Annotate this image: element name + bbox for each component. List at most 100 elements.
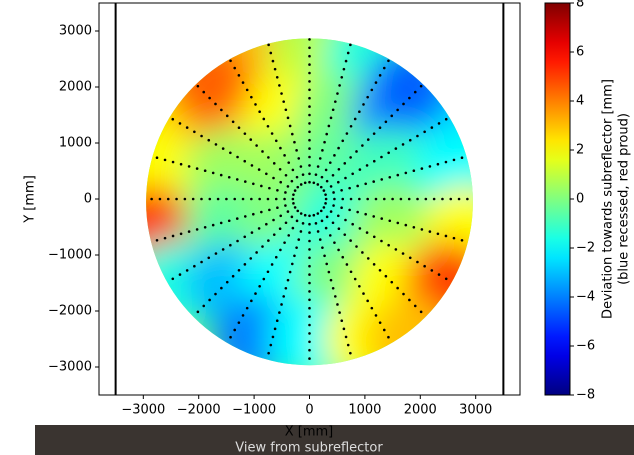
measurement-point xyxy=(365,164,369,167)
measurement-point xyxy=(254,103,257,106)
measurement-point xyxy=(322,189,326,192)
measurement-point xyxy=(316,165,320,168)
measurement-point xyxy=(231,120,235,124)
measurement-point xyxy=(308,113,311,117)
measurement-point xyxy=(324,197,328,201)
measurement-point xyxy=(372,215,376,218)
measurement-point xyxy=(171,117,175,121)
measurement-point xyxy=(286,185,290,188)
measurement-point xyxy=(255,144,258,147)
measurement-point xyxy=(241,197,245,201)
measurement-point xyxy=(282,295,285,298)
measurement-point xyxy=(452,236,456,240)
measurement-point xyxy=(292,202,295,205)
measurement-point xyxy=(372,263,376,266)
measurement-point xyxy=(299,165,303,168)
measurement-point xyxy=(308,264,311,268)
measurement-point xyxy=(323,140,326,144)
measurement-point xyxy=(200,260,203,264)
measurement-point xyxy=(295,246,298,249)
measurement-point xyxy=(378,74,382,77)
colorbar-tick-label: −6 xyxy=(576,339,595,354)
measurement-point xyxy=(308,315,311,318)
measurement-point xyxy=(293,140,296,144)
measurement-point xyxy=(252,182,255,186)
measurement-point xyxy=(401,252,405,255)
measurement-point xyxy=(444,160,448,164)
measurement-point xyxy=(308,96,311,100)
measurement-point xyxy=(308,54,311,58)
measurement-point xyxy=(233,328,237,332)
measurement-point xyxy=(314,173,318,176)
measurement-point xyxy=(334,295,337,298)
measurement-point xyxy=(344,176,347,180)
measurement-point xyxy=(171,277,175,281)
measurement-point xyxy=(293,254,296,258)
measurement-point xyxy=(250,299,253,303)
measurement-point xyxy=(233,197,237,201)
measurement-point xyxy=(179,232,183,236)
measurement-point xyxy=(402,102,405,106)
measurement-point xyxy=(324,226,328,230)
measurement-point xyxy=(391,197,394,201)
x-axis-label: X [mm] xyxy=(285,425,334,440)
measurement-point xyxy=(227,175,231,179)
surface-sample xyxy=(146,129,197,213)
measurement-point xyxy=(340,75,344,79)
measurement-point xyxy=(271,335,275,339)
measurement-point xyxy=(364,182,367,186)
measurement-point xyxy=(351,172,354,176)
colorbar-tick-label: 0 xyxy=(576,192,584,207)
measurement-point xyxy=(155,156,159,159)
measurement-point xyxy=(266,124,270,128)
measurement-point xyxy=(308,231,311,234)
measurement-point xyxy=(308,298,311,302)
measurement-point xyxy=(250,164,254,167)
measurement-point xyxy=(308,138,311,142)
measurement-point xyxy=(349,239,352,242)
measurement-point xyxy=(416,260,419,264)
measurement-point xyxy=(178,122,182,125)
measurement-point xyxy=(183,197,187,201)
measurement-point xyxy=(280,303,283,306)
surface-sample xyxy=(367,45,452,129)
measurement-point xyxy=(236,155,239,159)
measurement-point xyxy=(308,122,311,125)
measurement-point xyxy=(301,173,305,176)
measurement-point xyxy=(402,292,405,296)
measurement-point xyxy=(328,161,332,164)
measurement-point xyxy=(284,286,288,290)
measurement-point xyxy=(366,197,369,201)
measurement-point xyxy=(236,239,239,243)
measurement-point xyxy=(308,332,311,335)
measurement-point xyxy=(275,319,279,323)
measurement-point xyxy=(257,227,261,230)
measurement-point xyxy=(166,197,170,201)
measurement-point xyxy=(187,165,191,168)
measurement-point xyxy=(267,239,270,242)
measurement-point xyxy=(293,206,297,209)
measurement-point xyxy=(255,251,258,254)
measurement-point xyxy=(279,146,282,150)
measurement-point xyxy=(408,298,411,302)
measurement-point xyxy=(387,335,390,339)
colorbar-tick-label: 6 xyxy=(576,45,584,60)
measurement-point xyxy=(274,197,278,201)
measurement-point xyxy=(420,228,424,231)
measurement-point xyxy=(308,71,311,75)
measurement-point xyxy=(258,197,261,201)
measurement-point xyxy=(308,290,311,293)
measurement-point xyxy=(419,310,423,314)
measurement-point xyxy=(325,262,329,266)
measurement-point xyxy=(308,323,311,327)
measurement-point xyxy=(308,80,311,83)
measurement-point xyxy=(260,210,263,214)
measurement-point xyxy=(286,210,290,213)
measurement-point xyxy=(342,327,346,331)
measurement-point xyxy=(308,306,311,310)
measurement-point xyxy=(324,202,327,205)
measurement-point xyxy=(404,223,408,227)
measurement-point xyxy=(336,180,340,184)
measurement-point xyxy=(171,234,175,238)
measurement-point xyxy=(419,84,423,88)
